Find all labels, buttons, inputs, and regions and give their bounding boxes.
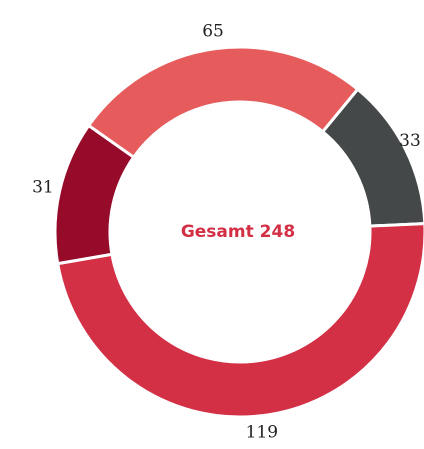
value-label: 31 bbox=[32, 177, 54, 197]
donut-segment bbox=[55, 222, 424, 419]
center-label: Gesamt 248 bbox=[181, 222, 295, 242]
value-label: 119 bbox=[246, 422, 278, 442]
value-label: 33 bbox=[399, 131, 421, 151]
donut-segment bbox=[320, 87, 424, 228]
donut-segment bbox=[86, 45, 360, 160]
value-label: 65 bbox=[202, 21, 224, 41]
